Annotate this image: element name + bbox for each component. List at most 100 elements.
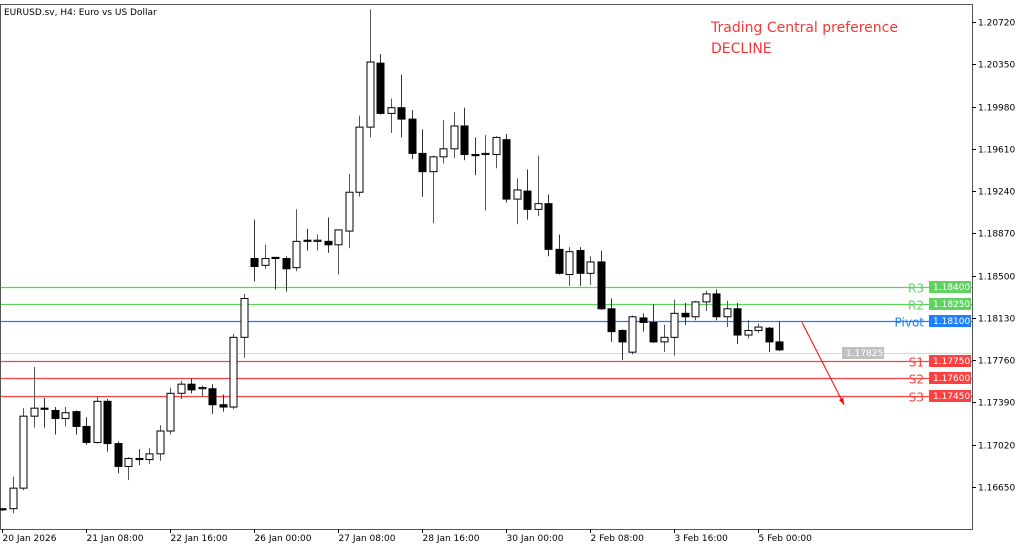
level-tag-s2-bg bbox=[929, 372, 971, 384]
candle-body bbox=[124, 457, 133, 467]
candle bbox=[334, 229, 343, 275]
candle bbox=[523, 169, 532, 220]
candle-body bbox=[597, 261, 606, 310]
candle bbox=[135, 449, 144, 466]
candle bbox=[471, 137, 480, 176]
candle-body bbox=[30, 407, 39, 417]
candle-body bbox=[702, 293, 711, 303]
candle bbox=[460, 107, 469, 161]
candle bbox=[670, 299, 679, 356]
preference-title: Trading Central preference bbox=[710, 20, 898, 36]
candle bbox=[429, 155, 438, 224]
candle-body bbox=[775, 341, 784, 351]
candle-body bbox=[355, 126, 364, 193]
candle bbox=[208, 384, 217, 414]
candle bbox=[492, 136, 501, 169]
candle bbox=[261, 244, 270, 269]
candle bbox=[618, 329, 627, 361]
candle-body bbox=[345, 191, 354, 232]
candle-body bbox=[0, 508, 7, 511]
candle bbox=[376, 53, 385, 115]
candle-body bbox=[177, 383, 186, 394]
candle-body bbox=[93, 400, 102, 443]
y-tick-label: 1.18130 bbox=[978, 315, 1015, 325]
candle-body bbox=[502, 139, 511, 200]
candle-body bbox=[408, 118, 417, 154]
candle-body bbox=[534, 203, 543, 210]
candle-body bbox=[198, 387, 207, 390]
candle bbox=[723, 300, 732, 328]
candle bbox=[366, 9, 375, 138]
level-label-r3: R3 bbox=[908, 282, 924, 296]
candle bbox=[660, 324, 669, 353]
candle bbox=[313, 234, 322, 251]
candle-body bbox=[681, 312, 690, 318]
candle-body bbox=[334, 229, 343, 246]
candle bbox=[19, 408, 28, 491]
candle-body bbox=[418, 152, 427, 173]
candle bbox=[345, 173, 354, 249]
y-tick-label: 1.19240 bbox=[978, 188, 1015, 198]
candle bbox=[198, 385, 207, 397]
candle-body bbox=[271, 256, 280, 259]
level-tag-pivot: 1.18100 bbox=[933, 317, 970, 327]
level-tag-s2: 1.17600 bbox=[933, 374, 970, 384]
candle-body bbox=[649, 321, 658, 343]
candle-body bbox=[544, 203, 553, 250]
candle-body bbox=[607, 308, 616, 333]
candle-body bbox=[733, 308, 742, 336]
chart-title: EURUSD.sv, H4: Euro vs US Dollar bbox=[4, 8, 157, 18]
candle bbox=[166, 387, 175, 435]
candle bbox=[544, 194, 553, 257]
candle bbox=[775, 321, 784, 352]
candle-body bbox=[628, 316, 637, 353]
candle-body bbox=[250, 257, 259, 267]
level-label-s3: S3 bbox=[909, 391, 924, 405]
candle bbox=[576, 247, 585, 286]
candle-body bbox=[565, 251, 574, 275]
candle-body bbox=[261, 257, 270, 266]
candle bbox=[0, 508, 7, 511]
candle bbox=[513, 178, 522, 225]
y-tick-label: 1.17760 bbox=[978, 357, 1015, 367]
candle bbox=[702, 290, 711, 312]
candle-body bbox=[9, 487, 18, 510]
candle bbox=[219, 394, 228, 412]
candle bbox=[597, 250, 606, 310]
candle-body bbox=[492, 136, 501, 156]
candle bbox=[229, 333, 238, 410]
y-tick-label: 1.19610 bbox=[978, 146, 1015, 156]
candle bbox=[555, 234, 564, 275]
candle bbox=[156, 425, 165, 461]
candle bbox=[744, 320, 753, 339]
candle-body bbox=[586, 261, 595, 274]
candle bbox=[187, 378, 196, 394]
candle-body bbox=[72, 411, 81, 427]
candle-body bbox=[313, 239, 322, 242]
candle bbox=[82, 417, 91, 445]
level-label-r2: R2 bbox=[908, 299, 924, 313]
forecast-arrow-head bbox=[838, 397, 845, 405]
candle bbox=[177, 380, 186, 400]
candle-body bbox=[429, 156, 438, 173]
candle-body bbox=[282, 257, 291, 270]
candle-body bbox=[439, 148, 448, 158]
candle bbox=[292, 209, 301, 272]
candle bbox=[586, 256, 595, 285]
candle bbox=[324, 217, 333, 253]
candle-body bbox=[450, 125, 459, 150]
y-tick-label: 1.20720 bbox=[978, 19, 1015, 29]
candle bbox=[439, 120, 448, 164]
candle-body bbox=[376, 62, 385, 114]
y-tick-label: 1.20350 bbox=[978, 61, 1015, 71]
candle bbox=[93, 396, 102, 444]
plot-area bbox=[0, 4, 973, 530]
candle bbox=[408, 109, 417, 160]
level-label-s1: S1 bbox=[909, 356, 924, 370]
level-tag-s1-bg bbox=[929, 355, 971, 367]
candle-body bbox=[387, 107, 396, 114]
candle-body bbox=[208, 388, 217, 406]
level-tag-r3: 1.18400 bbox=[933, 283, 970, 293]
candle-body bbox=[82, 425, 91, 443]
